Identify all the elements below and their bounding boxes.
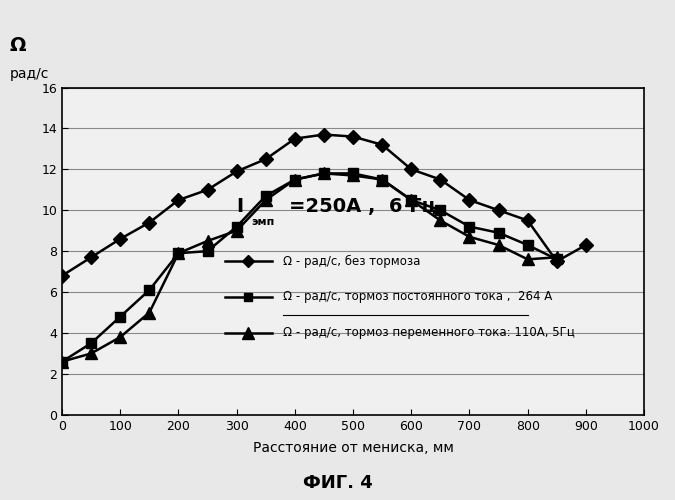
Text: Ω - рад/с, без тормоза: Ω - рад/с, без тормоза bbox=[284, 254, 421, 268]
Text: Ω - рад/с, тормоз переменного тока: 110А, 5Гц: Ω - рад/с, тормоз переменного тока: 110А… bbox=[284, 326, 575, 340]
Text: Ω: Ω bbox=[9, 36, 26, 55]
Text: эмп: эмп bbox=[251, 217, 275, 227]
Text: ФИГ. 4: ФИГ. 4 bbox=[302, 474, 373, 492]
X-axis label: Расстояние от мениска, мм: Расстояние от мениска, мм bbox=[252, 441, 454, 455]
Text: рад/с: рад/с bbox=[9, 67, 49, 81]
Text: =250A ,  6 Гц: =250A , 6 Гц bbox=[289, 197, 436, 216]
Text: I: I bbox=[237, 197, 244, 216]
Text: Ω - рад/с, тормоз постоянного тока ,  264 А: Ω - рад/с, тормоз постоянного тока , 264… bbox=[284, 290, 552, 304]
